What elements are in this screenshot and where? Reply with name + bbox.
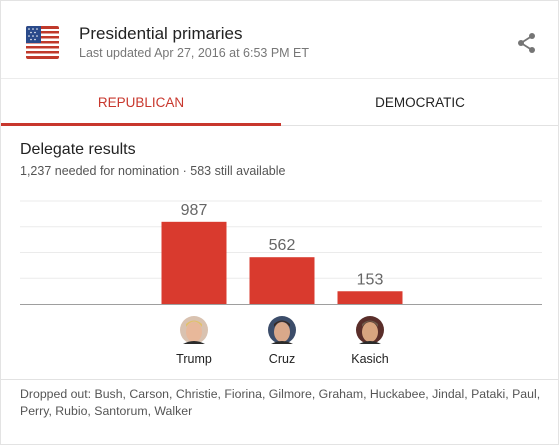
candidate-name-kasich: Kasich <box>351 352 389 366</box>
bar-trump <box>161 221 227 304</box>
avatar-kasich <box>356 316 384 344</box>
avatar-face <box>274 322 290 342</box>
avatar-trump <box>180 316 208 344</box>
avatar-suit <box>183 341 205 344</box>
delegate-chart: 987 Trump 562 Cruz 153 Kasich <box>1 189 558 379</box>
tab-republican[interactable]: REPUBLICAN <box>97 94 185 110</box>
footer-divider <box>1 379 558 380</box>
tab-democratic[interactable]: DEMOCRATIC <box>375 94 465 110</box>
data-label-cruz: 562 <box>269 237 296 254</box>
last-updated-text: Last updated Apr 27, 2016 at 6:53 PM ET <box>79 46 310 60</box>
avatar-suit <box>271 341 293 344</box>
card-header: Presidential primaries Last updated Apr … <box>1 1 558 77</box>
avatar-face <box>186 322 202 342</box>
avatar-cruz <box>268 316 296 344</box>
dropped-out-text: Dropped out: Bush, Carson, Christie, Fio… <box>20 387 541 418</box>
share-icon[interactable] <box>516 32 538 54</box>
avatar-suit <box>359 341 381 344</box>
page-title: Presidential primaries <box>79 24 243 43</box>
candidate-name-trump: Trump <box>176 352 212 366</box>
results-title: Delegate results <box>20 141 136 158</box>
bar-cruz <box>249 257 315 304</box>
active-tab-indicator <box>1 123 281 126</box>
party-tabs: REPUBLICAN DEMOCRATIC <box>1 78 558 126</box>
avatar-face <box>362 322 378 342</box>
us-flag-icon <box>26 26 59 59</box>
avatar-hair <box>186 320 202 327</box>
data-label-kasich: 153 <box>357 271 384 288</box>
delegate-bar-chart: 987 Trump 562 Cruz 153 Kasich <box>20 200 542 366</box>
data-label-trump: 987 <box>181 202 208 219</box>
avatar-hair <box>362 320 378 327</box>
candidate-name-cruz: Cruz <box>269 352 295 366</box>
avatar-hair <box>274 320 290 327</box>
results-subtitle: 1,237 needed for nomination · 583 still … <box>20 164 286 178</box>
bar-kasich <box>337 291 403 304</box>
